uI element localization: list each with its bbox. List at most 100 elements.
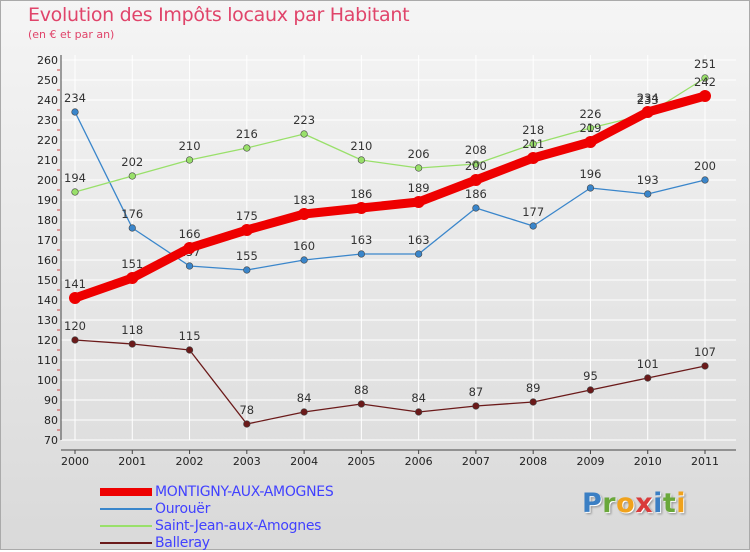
legend-entry: Saint-Jean-aux-Amognes xyxy=(100,518,520,535)
data-point xyxy=(529,398,537,406)
axes: 7080901001101201301401501601701801902002… xyxy=(37,54,736,468)
data-label: 210 xyxy=(179,139,201,153)
data-point xyxy=(300,256,308,264)
data-point xyxy=(527,152,540,164)
data-point xyxy=(243,144,251,152)
data-label: 88 xyxy=(354,383,369,397)
data-label: 176 xyxy=(121,207,143,221)
data-label: 242 xyxy=(694,75,716,89)
data-label: 177 xyxy=(522,205,544,219)
data-point xyxy=(472,402,480,410)
y-tick-label: 80 xyxy=(44,414,58,427)
x-tick-label: 2000 xyxy=(61,455,89,468)
data-point xyxy=(412,196,425,208)
data-point xyxy=(357,400,365,408)
x-tick-label: 2002 xyxy=(176,455,204,468)
data-point xyxy=(357,250,365,258)
series-line xyxy=(74,339,706,425)
data-label: 160 xyxy=(293,239,315,253)
y-tick-label: 160 xyxy=(37,254,58,267)
data-point xyxy=(701,176,709,184)
data-label: 208 xyxy=(465,143,487,157)
data-point xyxy=(415,164,423,172)
x-tick-label: 2003 xyxy=(233,455,261,468)
data-point xyxy=(699,90,711,102)
data-label: 101 xyxy=(637,357,659,371)
data-label: 186 xyxy=(465,187,487,201)
data-point xyxy=(185,346,194,354)
data-label: 84 xyxy=(297,391,312,405)
data-label: 118 xyxy=(121,323,143,337)
data-label: 202 xyxy=(121,155,143,169)
x-tick-label: 2011 xyxy=(691,455,719,468)
y-tick-label: 220 xyxy=(37,134,58,147)
data-point xyxy=(644,190,652,198)
legend-entry: Ourouër xyxy=(100,501,520,518)
legend-swatch xyxy=(100,525,152,527)
data-point xyxy=(701,74,709,82)
data-point xyxy=(183,242,196,254)
data-label: 163 xyxy=(350,233,372,247)
data-label: 163 xyxy=(408,233,430,247)
data-point xyxy=(469,174,482,186)
data-label: 87 xyxy=(469,385,484,399)
proxiti-logo: Proxiti xyxy=(582,488,686,519)
data-label: 211 xyxy=(522,137,544,151)
data-label: 107 xyxy=(694,345,716,359)
x-tick-label: 2009 xyxy=(576,455,604,468)
legend-swatch xyxy=(100,508,152,510)
logo-letter: t xyxy=(662,488,677,519)
series: 2341761571551601631631861771961932001942… xyxy=(64,57,716,428)
data-point xyxy=(415,250,423,258)
legend-label: Balleray xyxy=(155,535,210,551)
data-label: 141 xyxy=(64,277,86,291)
logo-letter: i xyxy=(653,488,663,519)
legend-entry: MONTIGNY-AUX-AMOGNES xyxy=(100,484,520,501)
data-point xyxy=(243,420,251,428)
logo-letter: i xyxy=(676,488,687,519)
data-label: 219 xyxy=(579,121,601,135)
data-label: 84 xyxy=(411,391,426,405)
data-label: 115 xyxy=(179,329,201,343)
data-label: 218 xyxy=(522,123,544,137)
y-tick-label: 150 xyxy=(37,274,58,287)
x-tick-label: 2004 xyxy=(290,455,318,468)
data-point xyxy=(128,224,136,232)
data-label: 120 xyxy=(64,319,86,333)
data-label: 151 xyxy=(121,257,143,271)
series-ourouer: 234176157155160163163186177196193200 xyxy=(64,91,716,274)
y-tick-label: 190 xyxy=(37,194,58,207)
series-line xyxy=(70,91,710,303)
data-point xyxy=(185,262,194,270)
data-label: 200 xyxy=(465,159,487,173)
data-label: 186 xyxy=(350,187,372,201)
series-saint-jean-aux-amognes: 194 202 210 216 223 210 206 208 218 226 233 251 xyxy=(64,57,716,196)
x-tick-label: 2006 xyxy=(405,455,433,468)
data-point xyxy=(586,124,595,132)
y-tick-label: 230 xyxy=(37,114,58,127)
data-label: 194 xyxy=(64,171,86,185)
y-tick-label: 90 xyxy=(44,394,58,407)
y-tick-label: 140 xyxy=(37,294,58,307)
y-tick-label: 110 xyxy=(37,354,58,367)
legend-entry: Balleray xyxy=(100,535,520,552)
chart-title: Evolution des Impôts locaux par Habitant xyxy=(28,4,410,26)
y-tick-label: 240 xyxy=(37,94,58,107)
data-label: 233 xyxy=(637,93,659,107)
data-point xyxy=(584,136,597,148)
logo-letter: o xyxy=(616,488,636,519)
legend-label: Ourouër xyxy=(155,501,211,517)
data-point xyxy=(644,374,652,382)
data-point xyxy=(641,106,654,118)
data-point xyxy=(300,130,308,138)
series-line xyxy=(74,111,706,271)
data-point xyxy=(529,140,537,148)
y-tick-label: 170 xyxy=(37,234,58,247)
series-balleray: 120 118 115 78 84 88 84 87 89 95 101 107 xyxy=(64,319,716,428)
data-label: 78 xyxy=(239,403,254,417)
data-label: 175 xyxy=(236,209,258,223)
data-point xyxy=(71,336,79,344)
data-point xyxy=(357,156,365,164)
